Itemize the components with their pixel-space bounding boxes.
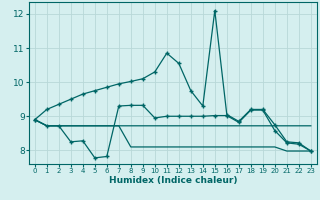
X-axis label: Humidex (Indice chaleur): Humidex (Indice chaleur)	[108, 176, 237, 185]
